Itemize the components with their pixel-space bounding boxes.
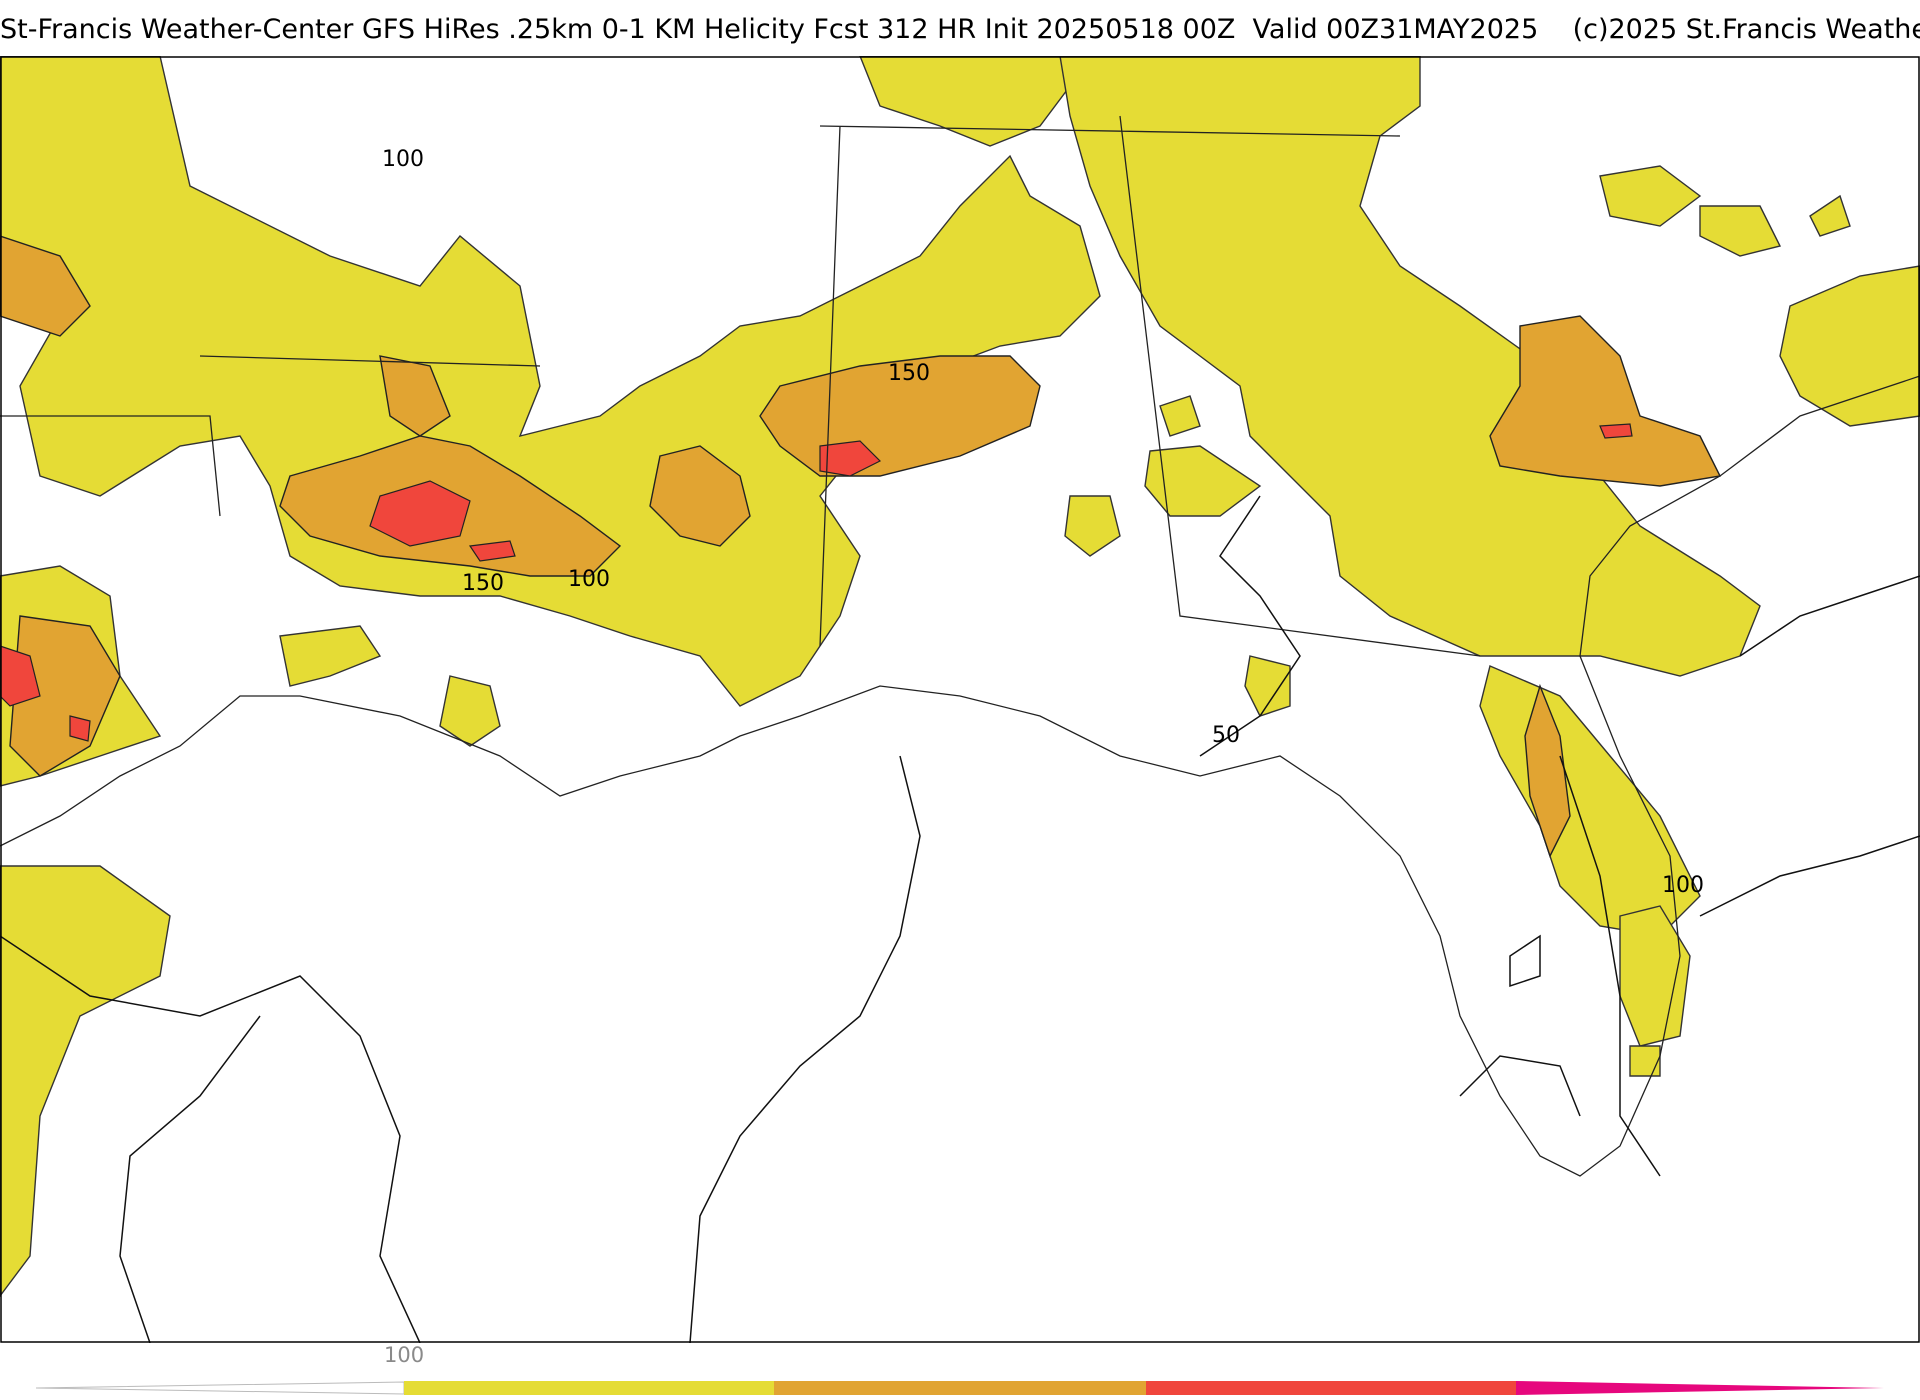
contour-label: 150 — [888, 361, 930, 386]
contour-label: 100 — [568, 567, 610, 592]
contour-label: 150 — [462, 571, 504, 596]
colorbar-segment-orange — [774, 1381, 1146, 1395]
colorbar-segment-yellow — [404, 1381, 774, 1395]
helicity-150-fill — [0, 235, 1722, 858]
color-scale: 100 — [35, 1343, 1884, 1395]
contour-label: 100 — [382, 147, 424, 172]
colorbar-tick-label: 100 — [384, 1343, 424, 1367]
chart-title: St-Francis Weather-Center GFS HiRes .25k… — [0, 14, 1920, 45]
contour-label: 50 — [1212, 723, 1240, 748]
helicity-200-fill — [0, 423, 1633, 742]
contour-label: 100 — [1662, 873, 1704, 898]
colorbar-upper-extension — [1516, 1381, 1884, 1395]
map-frame — [0, 56, 1920, 1343]
helicity-100-fill — [0, 56, 1920, 1298]
helicity-contours — [0, 495, 1920, 1343]
coastline — [0, 115, 1920, 1177]
colorbar-segment-red — [1146, 1381, 1516, 1395]
helicity-map: 100 150 150 100 50 100 — [0, 56, 1920, 1343]
colorbar-lower-extension — [35, 1381, 405, 1395]
